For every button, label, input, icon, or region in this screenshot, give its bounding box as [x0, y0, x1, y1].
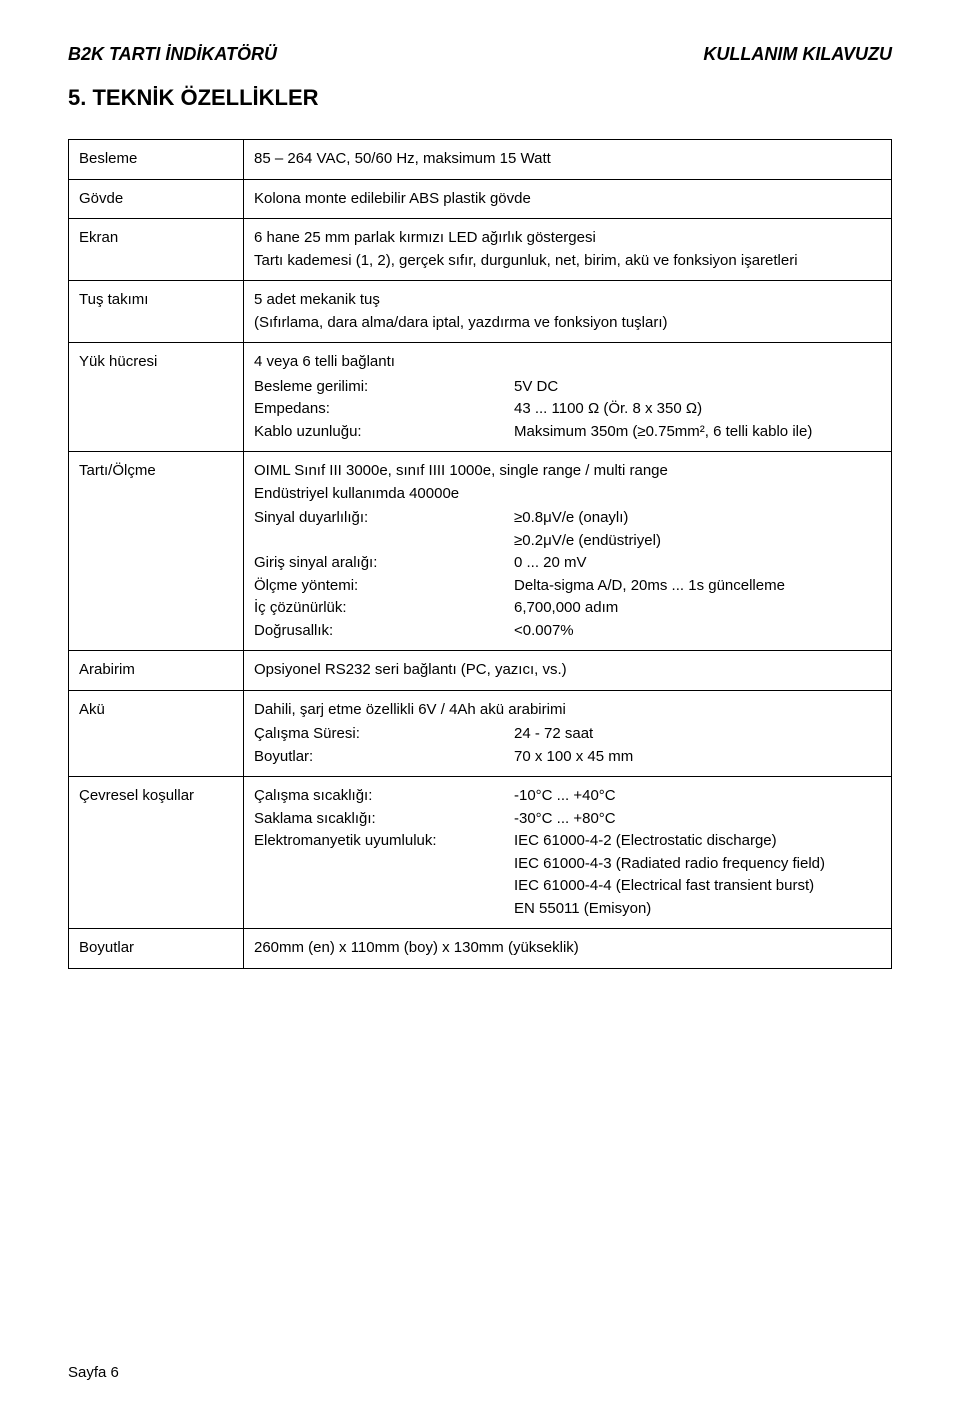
- row-aku: Akü Dahili, şarj etme özellikli 6V / 4Ah…: [69, 690, 892, 777]
- value: 6 hane 25 mm parlak kırmızı LED ağırlık …: [244, 219, 892, 281]
- pair-val: EN 55011 (Emisyon): [514, 898, 881, 921]
- label: Boyutlar: [69, 929, 244, 969]
- value: 4 veya 6 telli bağlantı Besleme gerilimi…: [244, 343, 892, 452]
- pair-key: Giriş sinyal aralığı:: [254, 552, 514, 575]
- value: Çalışma sıcaklığı:-10°C ... +40°C Saklam…: [244, 777, 892, 929]
- value: 260mm (en) x 110mm (boy) x 130mm (yüksek…: [244, 929, 892, 969]
- pair: Saklama sıcaklığı:-30°C ... +80°C: [254, 808, 881, 831]
- header-right: KULLANIM KILAVUZU: [703, 44, 892, 65]
- pair-key: Besleme gerilimi:: [254, 376, 514, 399]
- page-footer: Sayfa 6: [68, 1364, 119, 1381]
- section-title: 5. TEKNİK ÖZELLİKLER: [68, 85, 892, 111]
- pair: ≥0.2μV/e (endüstriyel): [254, 530, 881, 553]
- row-yuk: Yük hücresi 4 veya 6 telli bağlantı Besl…: [69, 343, 892, 452]
- pair-key: Çalışma sıcaklığı:: [254, 785, 514, 808]
- pair-val: -10°C ... +40°C: [514, 785, 881, 808]
- pair-key: [254, 898, 514, 921]
- pair-key: İç çözünürlük:: [254, 597, 514, 620]
- pair-val: IEC 61000-4-3 (Radiated radio frequency …: [514, 853, 881, 876]
- row-besleme: Besleme 85 – 264 VAC, 50/60 Hz, maksimum…: [69, 140, 892, 180]
- pair-key: Boyutlar:: [254, 746, 514, 769]
- label: Tuş takımı: [69, 281, 244, 343]
- pair-key: [254, 875, 514, 898]
- value: Kolona monte edilebilir ABS plastik gövd…: [244, 179, 892, 219]
- pair-val: 24 - 72 saat: [514, 723, 881, 746]
- pair-val: 5V DC: [514, 376, 881, 399]
- pair: Giriş sinyal aralığı:0 ... 20 mV: [254, 552, 881, 575]
- header-left: B2K TARTI İNDİKATÖRÜ: [68, 44, 277, 65]
- pair: EN 55011 (Emisyon): [254, 898, 881, 921]
- pair-val: 70 x 100 x 45 mm: [514, 746, 881, 769]
- pair: Sinyal duyarlılığı:≥0.8μV/e (onaylı): [254, 507, 881, 530]
- row-ekran: Ekran 6 hane 25 mm parlak kırmızı LED ağ…: [69, 219, 892, 281]
- pair: Boyutlar:70 x 100 x 45 mm: [254, 746, 881, 769]
- pair: Empedans:43 ... 1100 Ω (Ör. 8 x 350 Ω): [254, 398, 881, 421]
- pair-val: Maksimum 350m (≥0.75mm², 6 telli kablo i…: [514, 421, 881, 444]
- row-govde: Gövde Kolona monte edilebilir ABS plasti…: [69, 179, 892, 219]
- pair: Besleme gerilimi:5V DC: [254, 376, 881, 399]
- page: B2K TARTI İNDİKATÖRÜ KULLANIM KILAVUZU 5…: [0, 0, 960, 1415]
- row-arabirim: Arabirim Opsiyonel RS232 seri bağlantı (…: [69, 651, 892, 691]
- label: Ekran: [69, 219, 244, 281]
- pair-key: Kablo uzunluğu:: [254, 421, 514, 444]
- row-cevre: Çevresel koşullar Çalışma sıcaklığı:-10°…: [69, 777, 892, 929]
- pair: IEC 61000-4-4 (Electrical fast transient…: [254, 875, 881, 898]
- line: 4 veya 6 telli bağlantı: [254, 351, 881, 374]
- pair-val: 0 ... 20 mV: [514, 552, 881, 575]
- pair-key: Sinyal duyarlılığı:: [254, 507, 514, 530]
- pair-val: 43 ... 1100 Ω (Ör. 8 x 350 Ω): [514, 398, 881, 421]
- label: Akü: [69, 690, 244, 777]
- pair-val: ≥0.2μV/e (endüstriyel): [514, 530, 881, 553]
- pair-val: 6,700,000 adım: [514, 597, 881, 620]
- label: Gövde: [69, 179, 244, 219]
- value: OIML Sınıf III 3000e, sınıf IIII 1000e, …: [244, 452, 892, 651]
- pair-val: IEC 61000-4-2 (Electrostatic discharge): [514, 830, 881, 853]
- label: Tartı/Ölçme: [69, 452, 244, 651]
- pair-key: [254, 853, 514, 876]
- label: Yük hücresi: [69, 343, 244, 452]
- pair: Ölçme yöntemi:Delta-sigma A/D, 20ms ... …: [254, 575, 881, 598]
- row-tarti: Tartı/Ölçme OIML Sınıf III 3000e, sınıf …: [69, 452, 892, 651]
- pair-key: Elektromanyetik uyumluluk:: [254, 830, 514, 853]
- pair-key: Empedans:: [254, 398, 514, 421]
- pair: İç çözünürlük:6,700,000 adım: [254, 597, 881, 620]
- line: (Sıfırlama, dara alma/dara iptal, yazdır…: [254, 312, 881, 335]
- pair-key: Doğrusallık:: [254, 620, 514, 643]
- pair: Çalışma Süresi:24 - 72 saat: [254, 723, 881, 746]
- line: Tartı kademesi (1, 2), gerçek sıfır, dur…: [254, 250, 881, 273]
- line: Dahili, şarj etme özellikli 6V / 4Ah akü…: [254, 699, 881, 722]
- row-tus: Tuş takımı 5 adet mekanik tuş (Sıfırlama…: [69, 281, 892, 343]
- pair-val: ≥0.8μV/e (onaylı): [514, 507, 881, 530]
- pair-key: [254, 530, 514, 553]
- pair: Doğrusallık:<0.007%: [254, 620, 881, 643]
- line: Endüstriyel kullanımda 40000e: [254, 483, 881, 506]
- label: Arabirim: [69, 651, 244, 691]
- value: 85 – 264 VAC, 50/60 Hz, maksimum 15 Watt: [244, 140, 892, 180]
- pair: Kablo uzunluğu:Maksimum 350m (≥0.75mm², …: [254, 421, 881, 444]
- page-header: B2K TARTI İNDİKATÖRÜ KULLANIM KILAVUZU: [68, 44, 892, 65]
- pair-val: Delta-sigma A/D, 20ms ... 1s güncelleme: [514, 575, 881, 598]
- pair-val: -30°C ... +80°C: [514, 808, 881, 831]
- value: Opsiyonel RS232 seri bağlantı (PC, yazıc…: [244, 651, 892, 691]
- value: Dahili, şarj etme özellikli 6V / 4Ah akü…: [244, 690, 892, 777]
- row-boyutlar: Boyutlar 260mm (en) x 110mm (boy) x 130m…: [69, 929, 892, 969]
- spec-table: Besleme 85 – 264 VAC, 50/60 Hz, maksimum…: [68, 139, 892, 969]
- label: Besleme: [69, 140, 244, 180]
- pair-key: Çalışma Süresi:: [254, 723, 514, 746]
- pair: IEC 61000-4-3 (Radiated radio frequency …: [254, 853, 881, 876]
- line: 5 adet mekanik tuş: [254, 289, 881, 312]
- pair-val: <0.007%: [514, 620, 881, 643]
- pair-key: Saklama sıcaklığı:: [254, 808, 514, 831]
- pair-key: Ölçme yöntemi:: [254, 575, 514, 598]
- pair: Çalışma sıcaklığı:-10°C ... +40°C: [254, 785, 881, 808]
- line: 6 hane 25 mm parlak kırmızı LED ağırlık …: [254, 227, 881, 250]
- pair: Elektromanyetik uyumluluk:IEC 61000-4-2 …: [254, 830, 881, 853]
- value: 5 adet mekanik tuş (Sıfırlama, dara alma…: [244, 281, 892, 343]
- line: OIML Sınıf III 3000e, sınıf IIII 1000e, …: [254, 460, 881, 483]
- pair-val: IEC 61000-4-4 (Electrical fast transient…: [514, 875, 881, 898]
- label: Çevresel koşullar: [69, 777, 244, 929]
